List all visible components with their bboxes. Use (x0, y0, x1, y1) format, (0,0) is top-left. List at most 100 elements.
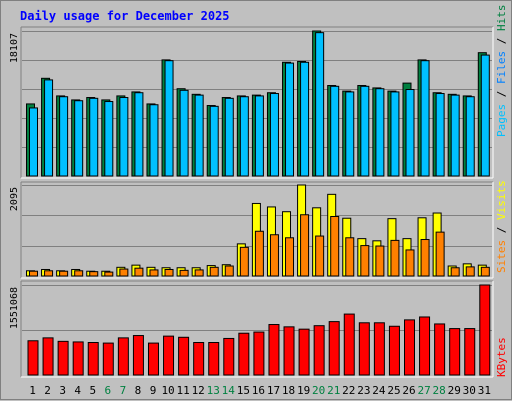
kbytes-bar-day-21 (328, 321, 340, 376)
kbytes-bar-day-13 (208, 342, 220, 376)
kbytes-bar-day-19 (298, 328, 310, 376)
sites-bar-day-5 (89, 271, 99, 277)
files-bar-day-12 (194, 94, 204, 177)
kbytes-bar-day-14 (223, 337, 235, 376)
day-label-7: 7 (120, 384, 127, 397)
day-label-20: 20 (312, 384, 325, 397)
kbytes-bar-day-10 (163, 335, 175, 376)
sites-bar-day-4 (74, 270, 84, 277)
day-label-24: 24 (372, 384, 386, 397)
kbytes-bar-day-26 (404, 319, 415, 376)
kbytes-bar-day-24 (373, 322, 385, 376)
sites-bar-day-28 (435, 231, 445, 277)
files-bar-day-23 (360, 85, 370, 177)
day-label-17: 17 (267, 384, 280, 397)
kbytes-bar-day-3 (57, 340, 69, 376)
sites-bar-day-22 (345, 237, 355, 277)
files-bar-day-26 (405, 89, 415, 177)
sites-bar-day-17 (269, 234, 279, 277)
day-label-3: 3 (59, 384, 66, 397)
files-bar-day-22 (345, 91, 355, 177)
sites-bar-day-2 (44, 270, 54, 277)
day-label-22: 22 (342, 384, 355, 397)
files-bar-day-24 (375, 88, 385, 177)
sites-bar-day-31 (480, 266, 490, 277)
sites-bar-day-16 (254, 230, 264, 277)
day-label-31: 31 (478, 384, 491, 397)
files-bar-day-30 (465, 96, 475, 177)
kbytes-bar-day-2 (42, 337, 54, 376)
day-label-28: 28 (433, 384, 446, 397)
files-bar-day-1 (29, 107, 38, 177)
day-label-9: 9 (150, 384, 157, 397)
files-bar-day-27 (420, 60, 430, 177)
sites-bar-day-15 (239, 246, 249, 277)
legend-kbytes: KBytes (495, 337, 508, 377)
sites-bar-day-23 (360, 245, 370, 277)
day-label-14: 14 (222, 384, 236, 397)
files-bar-day-11 (179, 89, 189, 177)
files-bar-day-7 (119, 97, 129, 177)
kbytes-max-label: 1551068 (9, 287, 20, 329)
kbytes-bar-day-1 (27, 340, 39, 376)
files-bar-day-20 (315, 32, 325, 177)
kbytes-bar-day-6 (102, 342, 114, 376)
sites-bar-day-1 (29, 270, 38, 277)
day-label-18: 18 (282, 384, 295, 397)
files-bar-day-29 (450, 94, 460, 177)
sites-bar-day-3 (59, 270, 69, 277)
files-bar-day-3 (59, 96, 69, 177)
files-bar-day-14 (224, 97, 234, 177)
kbytes-bar-day-18 (283, 326, 295, 376)
legend-separator: / (495, 31, 508, 51)
visits-max-label: 2095 (9, 187, 20, 211)
sites-bar-day-12 (194, 269, 204, 277)
files-bar-day-17 (269, 93, 279, 177)
sites-bar-day-19 (300, 214, 310, 277)
legend-files: Files (495, 51, 508, 84)
files-bar-day-16 (254, 95, 264, 177)
sites-bar-day-10 (164, 268, 174, 277)
files-bar-day-28 (435, 93, 445, 177)
day-label-29: 29 (448, 384, 461, 397)
files-bar-day-5 (89, 97, 99, 177)
files-bar-day-9 (149, 104, 159, 177)
day-label-12: 12 (192, 384, 205, 397)
day-label-4: 4 (74, 384, 81, 397)
sites-bar-day-13 (209, 266, 219, 277)
legend-separator: / (495, 84, 508, 104)
sites-bar-day-7 (119, 268, 129, 277)
sites-bar-day-20 (315, 235, 325, 277)
kbytes-bar-day-5 (87, 342, 99, 376)
files-bar-day-10 (164, 60, 174, 177)
sites-bar-day-25 (390, 239, 400, 277)
files-bar-day-31 (480, 54, 490, 177)
legend-pages-files-hits: Pages / Files / Hits (495, 5, 508, 138)
kbytes-bar-day-30 (464, 328, 476, 376)
files-bar-day-15 (239, 96, 249, 177)
kbytes-bar-day-29 (449, 328, 461, 376)
kbytes-bar-day-20 (313, 325, 325, 376)
day-label-1: 1 (29, 384, 36, 397)
day-label-30: 30 (463, 384, 476, 397)
kbytes-bar-day-22 (343, 313, 355, 376)
day-label-11: 11 (177, 384, 190, 397)
day-label-6: 6 (105, 384, 112, 397)
kbytes-bar-day-15 (238, 332, 250, 376)
day-label-23: 23 (357, 384, 370, 397)
files-bar-day-4 (74, 100, 84, 177)
files-bar-day-21 (330, 85, 340, 177)
kbytes-bar-day-4 (72, 341, 84, 376)
legend-hits: Hits (495, 5, 508, 32)
day-label-10: 10 (161, 384, 174, 397)
kbytes-bar-day-11 (178, 336, 190, 376)
hits-max-label: 18107 (9, 33, 20, 63)
day-label-21: 21 (327, 384, 340, 397)
kbytes-bar-day-8 (132, 335, 144, 376)
files-bar-day-19 (300, 61, 310, 177)
sites-bar-day-29 (450, 267, 460, 277)
sites-bar-day-11 (179, 269, 189, 277)
day-label-8: 8 (135, 384, 142, 397)
